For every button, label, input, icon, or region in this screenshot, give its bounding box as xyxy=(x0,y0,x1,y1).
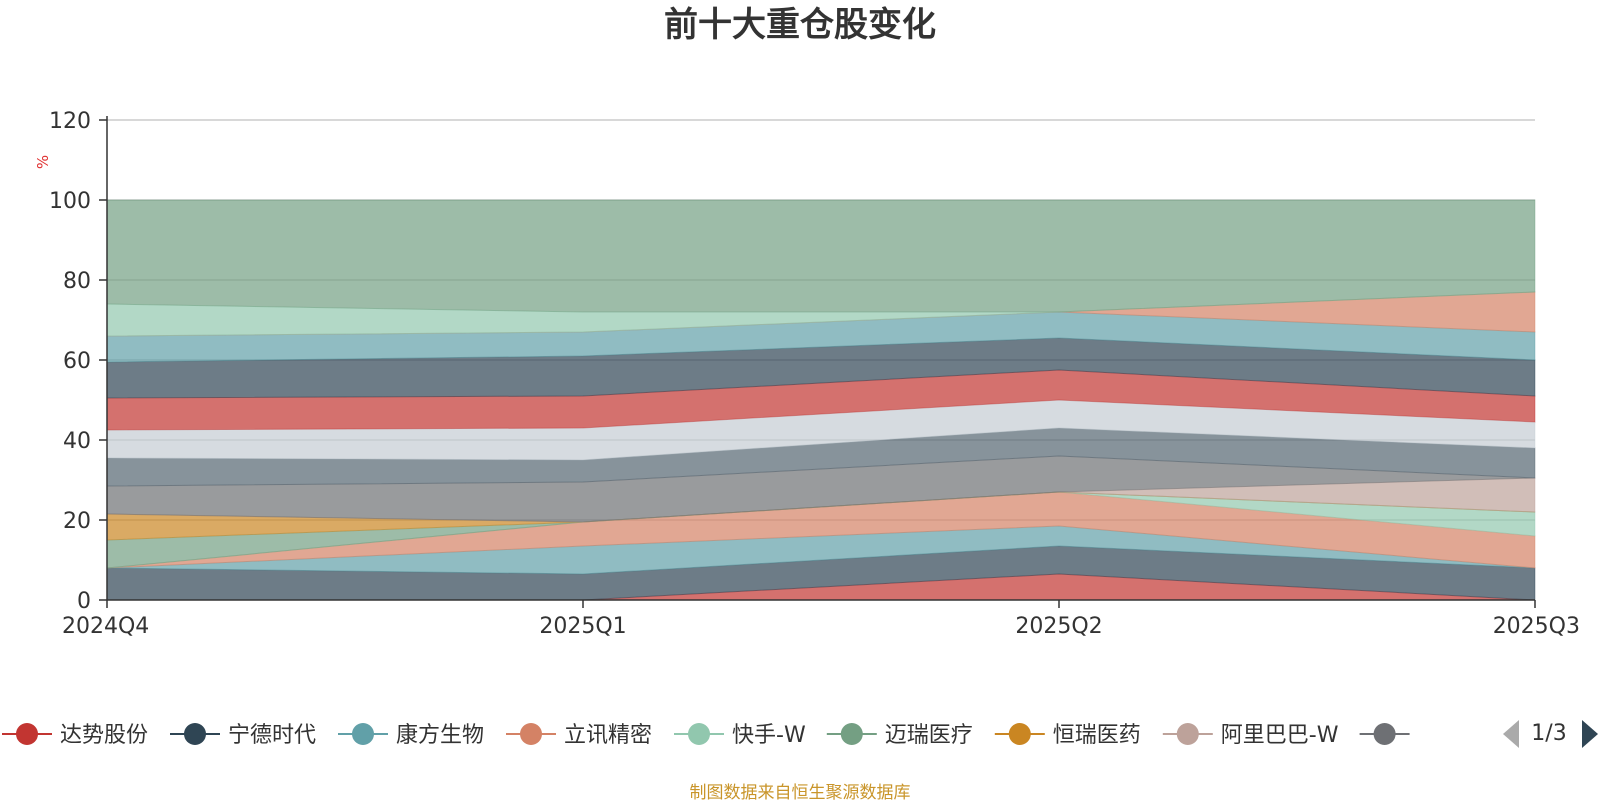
legend-item[interactable]: 恒瑞医药 xyxy=(994,723,1141,748)
y-tick-label: 0 xyxy=(77,589,91,614)
legend-label: 康方生物 xyxy=(396,723,484,748)
legend-label: 恒瑞医药 xyxy=(1053,723,1141,748)
source-note: 制图数据来自恒生聚源数据库 xyxy=(689,783,911,803)
legend-item[interactable]: 立讯精密 xyxy=(506,723,652,748)
chart-title: 前十大重仓股变化 xyxy=(664,5,936,45)
legend-circle-icon xyxy=(184,723,207,745)
legend-circle-icon xyxy=(1008,723,1031,745)
legend: 达势股份 宁德时代 康方生物 立讯精密 快手-W 迈瑞医疗 恒瑞医药 阿里巴巴-W xyxy=(2,723,1410,748)
legend-label: 立讯精密 xyxy=(564,723,652,748)
y-tick-label: 100 xyxy=(49,189,91,214)
x-tick-label: 2025Q2 xyxy=(1015,614,1102,639)
area-series-12[interactable] xyxy=(106,369,1536,431)
y-tick-label: 40 xyxy=(63,429,91,454)
legend-circle-icon xyxy=(1176,723,1199,745)
legend-pager: 1/3 xyxy=(1503,720,1598,748)
legend-circle-icon xyxy=(840,723,863,745)
legend-circle-icon xyxy=(352,723,375,745)
legend-circle-icon xyxy=(1373,723,1396,745)
legend-item[interactable]: 快手-W xyxy=(674,723,806,748)
legend-next-page-icon[interactable] xyxy=(1582,720,1598,748)
legend-item-truncated[interactable] xyxy=(1359,723,1410,745)
legend-circle-icon xyxy=(16,723,38,745)
legend-label: 宁德时代 xyxy=(228,723,316,748)
legend-item[interactable]: 阿里巴巴-W xyxy=(1162,723,1339,748)
x-tick-label: 2025Q3 xyxy=(1493,614,1580,639)
area-series-17[interactable] xyxy=(106,199,1536,313)
y-tick-label: 80 xyxy=(63,269,91,294)
legend-label: 快手-W xyxy=(732,723,806,748)
legend-label: 达势股份 xyxy=(60,723,148,748)
legend-item[interactable]: 达势股份 xyxy=(2,723,148,748)
x-tick-label: 2024Q4 xyxy=(62,614,149,639)
area-series-13[interactable] xyxy=(106,337,1536,399)
x-tick-label: 2025Q1 xyxy=(539,614,626,639)
area-series-layer xyxy=(106,199,1536,601)
legend-label: 阿里巴巴-W xyxy=(1221,723,1339,748)
y-tick-label: 20 xyxy=(63,509,91,534)
y-axis-unit-label: % xyxy=(34,155,52,169)
area-series-14[interactable] xyxy=(106,311,1536,363)
y-tick-label: 120 xyxy=(49,109,91,134)
legend-item[interactable]: 宁德时代 xyxy=(170,723,316,748)
area-series-10[interactable] xyxy=(106,427,1536,487)
legend-label: 迈瑞医疗 xyxy=(885,723,973,748)
legend-circle-icon xyxy=(688,723,711,745)
legend-item[interactable]: 迈瑞医疗 xyxy=(826,723,973,748)
legend-item[interactable]: 康方生物 xyxy=(338,723,484,748)
axes: 0 20 40 60 80 100 120 2024Q4 2025Q1 2025Q2 2025Q3 xyxy=(49,109,1580,639)
legend-prev-page-icon[interactable] xyxy=(1503,720,1519,748)
y-tick-label: 60 xyxy=(63,349,91,374)
legend-page-indicator: 1/3 xyxy=(1531,721,1566,746)
legend-circle-icon xyxy=(520,723,543,745)
